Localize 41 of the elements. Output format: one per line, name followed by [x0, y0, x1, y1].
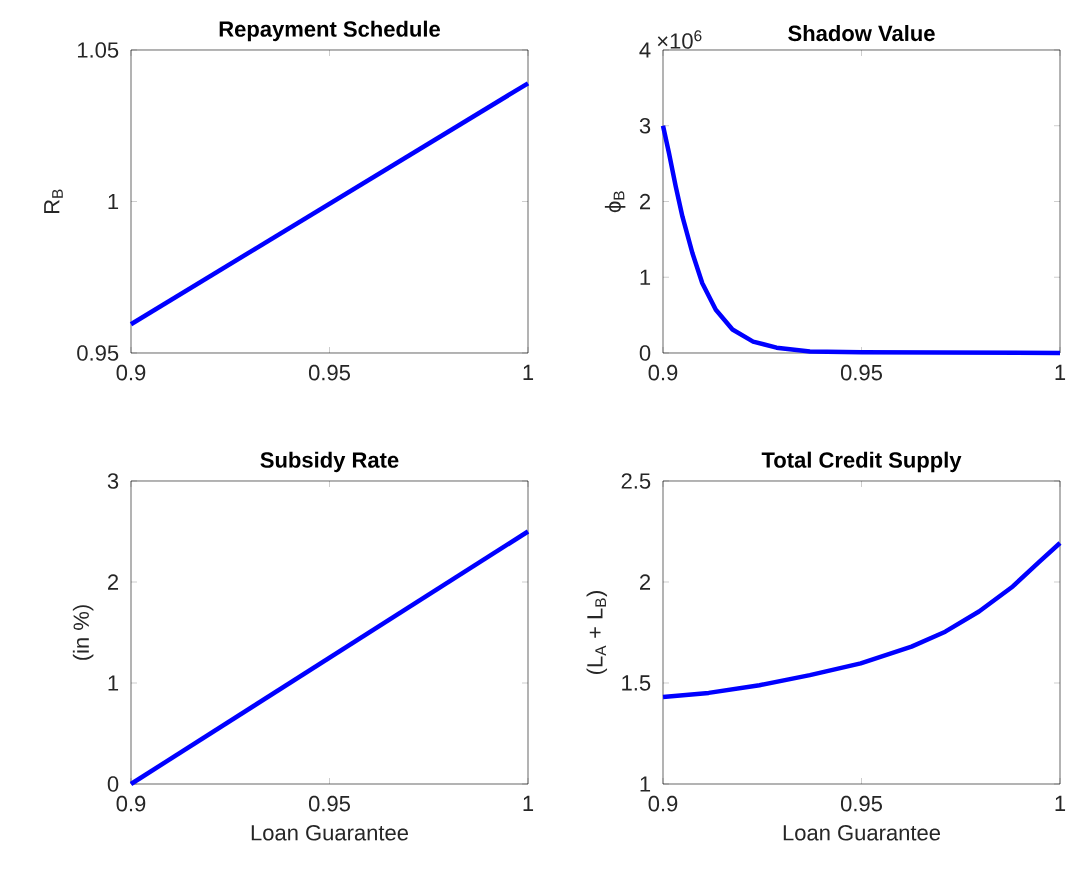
chart-title: Shadow Value — [788, 25, 935, 42]
y-tick-label: 2 — [108, 574, 119, 590]
x-tick-label: 1 — [1055, 364, 1066, 380]
y-tick-label: 1 — [640, 269, 651, 285]
y-tick-label: 0 — [639, 345, 651, 361]
y-tick-label: 2 — [640, 193, 651, 210]
y-axis-title: R$_{B}$ — [44, 189, 63, 214]
x-tick-label: 0.95 — [840, 364, 882, 381]
y-tick-label: 2.5 — [621, 473, 651, 489]
x-tick-label: 0.95 — [308, 795, 350, 812]
x-tick-label: 1 — [523, 795, 534, 811]
text: ×10$^{6}$ — [657, 30, 702, 49]
x-tick-label: 0.9 — [116, 795, 146, 812]
x-tick-label: 0.9 — [648, 364, 678, 381]
chart-title: Total Credit Supply — [761, 451, 962, 473]
x-tick-label: 0.9 — [116, 364, 146, 381]
x-axis-title: Loan Guarantee — [783, 824, 941, 841]
y-axis-title: (in %) — [72, 605, 94, 660]
x-axis-title: Loan Guarantee — [251, 824, 408, 841]
x-tick-label: 1 — [523, 364, 534, 380]
x-tick-label: 0.95 — [308, 364, 350, 381]
chart-title: Subsidy Rate — [260, 451, 399, 473]
y-tick-label: 3 — [639, 117, 651, 134]
y-tick-label: 1 — [108, 675, 119, 691]
y-tick-label: 1 — [108, 193, 119, 210]
y-tick-label: 4 — [639, 42, 651, 58]
chart-title: Repayment Schedule — [219, 20, 440, 42]
line-series — [660, 540, 1063, 700]
x-tick-label: 0.95 — [840, 795, 882, 812]
y-tick-label: 1.5 — [622, 675, 651, 691]
y-tick-label: 2 — [640, 574, 651, 590]
y-axis-title: (L$_{A}$ + L$_{B}$) — [586, 590, 608, 675]
x-tick-label: 0.9 — [648, 795, 678, 812]
x-tick-label: 1 — [1055, 795, 1066, 811]
y-axis-title: ϕ$_{B}$ — [604, 191, 626, 213]
line-series — [660, 123, 1063, 356]
y-tick-label: 3 — [107, 473, 119, 489]
y-tick-label: 0 — [107, 776, 119, 792]
y-tick-label: 0.95 — [77, 345, 119, 361]
y-tick-label: 1.05 — [77, 42, 119, 58]
y-tick-label: 1 — [640, 776, 651, 792]
